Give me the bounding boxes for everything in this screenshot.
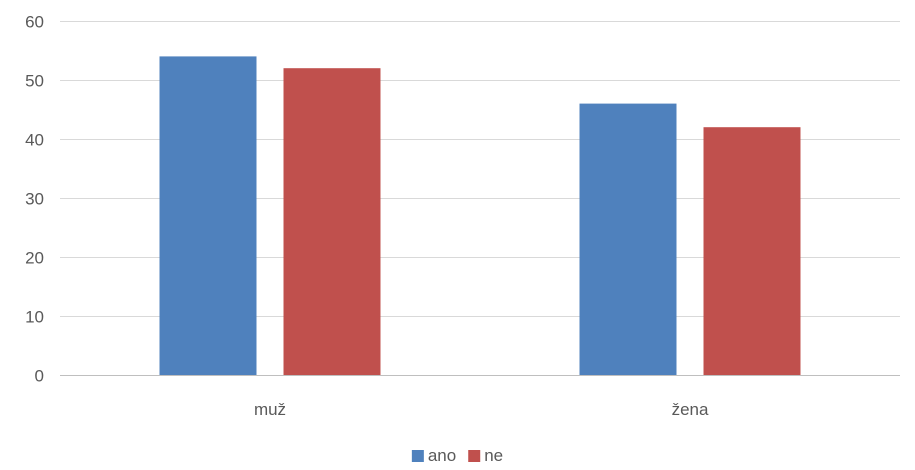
y-axis-tick-labels: 0 10 20 30 40 50 60 (25, 13, 44, 386)
legend-label: ano (428, 446, 456, 465)
x-tick-label: žena (672, 400, 709, 419)
y-tick-label: 30 (25, 190, 44, 209)
legend-swatch (411, 450, 424, 462)
y-tick-label: 60 (25, 13, 44, 32)
legend-item-ano: ano (411, 446, 456, 465)
y-tick-label: 10 (25, 308, 44, 327)
legend: ano ne (411, 446, 503, 465)
x-tick-label: muž (254, 400, 286, 419)
y-tick-label: 0 (35, 367, 44, 386)
bars (159, 56, 801, 376)
bar-ano-muž (159, 56, 257, 376)
y-tick-label: 20 (25, 249, 44, 268)
legend-swatch (468, 450, 481, 462)
y-tick-label: 40 (25, 131, 44, 150)
legend-item-ne: ne (468, 446, 503, 465)
x-axis-tick-labels: muž žena (254, 400, 709, 419)
bar-ne-muž (283, 68, 381, 375)
bar-ano-žena (579, 103, 677, 375)
legend-label: ne (484, 446, 503, 465)
bar-ne-žena (703, 127, 801, 375)
y-tick-label: 50 (25, 72, 44, 91)
